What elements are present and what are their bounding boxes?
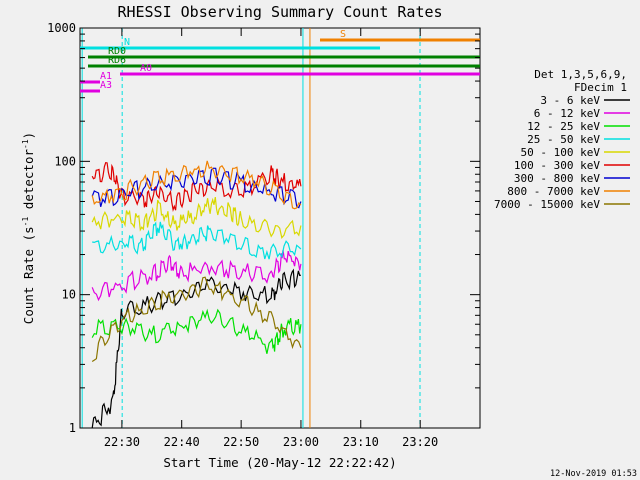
legend-label-2: 6 - 12 keV — [534, 107, 601, 120]
x-tick-label-3: 22:50 — [223, 435, 259, 449]
legend-label-8: 800 - 7000 keV — [507, 185, 600, 198]
series-line-1 — [91, 268, 301, 429]
series-line-6 — [91, 162, 302, 213]
legend-label-4: 25 - 50 keV — [527, 133, 600, 146]
legend-label-3: 12 - 25 keV — [527, 120, 600, 133]
flag-label-rd6: RD6 — [108, 55, 126, 66]
series-line-2 — [91, 250, 302, 302]
legend-label-1: 3 - 6 keV — [540, 94, 600, 107]
y-tick-label-1: 1 — [69, 421, 76, 435]
y-label-sup-2: -1 — [21, 139, 30, 149]
legend-label-9: 7000 - 15000 keV — [494, 198, 600, 211]
chart-title: RHESSI Observing Summary Count Rates — [117, 3, 442, 21]
legend-label-7: 300 - 800 keV — [514, 172, 600, 185]
y-label-part-1: Count Rate (s — [21, 226, 36, 324]
x-tick-label-5: 23:10 — [343, 435, 379, 449]
timestamp: 12-Nov-2019 01:53 — [550, 469, 637, 479]
observing-bands — [81, 28, 421, 428]
legend-label-6: 100 - 300 keV — [514, 159, 600, 172]
flag-label-s: S — [340, 29, 346, 40]
legend-label-5: 50 - 100 keV — [521, 146, 601, 159]
flag-label-rd0: RD0 — [108, 46, 126, 57]
y-axis-label: Count Rate (s-1 detector-1) — [21, 132, 36, 324]
series-line-8 — [91, 160, 302, 210]
y-tick-label-2: 10 — [62, 288, 76, 302]
x-tick-label-6: 23:20 — [402, 435, 438, 449]
legend-header-1: Det 1,3,5,6,9, — [534, 68, 627, 81]
y-tick-label-3: 100 — [54, 154, 76, 168]
plot-frame — [79, 27, 481, 429]
flag-label-n: N — [124, 37, 130, 48]
y-tick-label-4: 1000 — [47, 21, 76, 35]
y-label-sup-1: -1 — [21, 217, 30, 227]
flag-label-a3: A3 — [100, 80, 112, 91]
series-line-4 — [92, 221, 302, 260]
axes: 22:30 22:40 22:50 23:00 23:10 23:20 1 10 100 1000 — [47, 21, 480, 449]
x-tick-label-2: 22:40 — [164, 435, 200, 449]
legend-header-2: FDecim 1 — [574, 81, 627, 94]
x-tick-label-4: 23:00 — [283, 435, 319, 449]
series-lines — [91, 160, 302, 429]
series-line-3 — [91, 308, 302, 354]
y-label-part-3: ) — [21, 132, 36, 140]
flag-label-a0: A0 — [140, 63, 152, 74]
x-tick-label-1: 22:30 — [104, 435, 140, 449]
series-line-9 — [91, 276, 302, 362]
flag-label-a1: A1 — [100, 71, 112, 82]
y-label-part-2: detector — [21, 149, 36, 217]
series-line-5 — [91, 197, 302, 239]
x-axis-label: Start Time (20-May-12 22:22:42) — [163, 455, 396, 470]
